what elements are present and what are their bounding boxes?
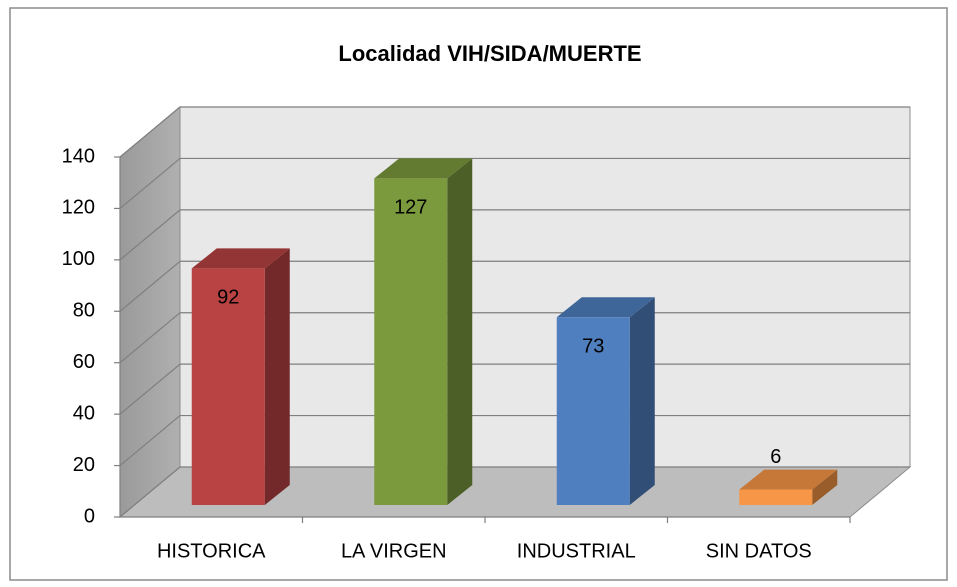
y-tick-label: 0 bbox=[84, 505, 95, 527]
bar-top bbox=[556, 297, 655, 318]
y-tick-label: 140 bbox=[62, 145, 95, 167]
bar-top bbox=[374, 158, 473, 179]
data-label: 6 bbox=[770, 446, 781, 468]
data-label: 92 bbox=[217, 287, 239, 309]
x-tick-label: SIN DATOS bbox=[706, 540, 812, 562]
grid-line bbox=[119, 363, 181, 415]
y-tick-label: 120 bbox=[62, 197, 95, 219]
data-label: 127 bbox=[394, 197, 427, 219]
data-label: 73 bbox=[582, 336, 604, 358]
y-tick-label: 80 bbox=[73, 300, 95, 322]
bar-side bbox=[629, 297, 655, 505]
bar-side bbox=[812, 469, 838, 505]
bar-top bbox=[191, 248, 290, 269]
x-tick-label: INDUSTRIAL bbox=[517, 540, 636, 562]
grid-line bbox=[119, 415, 181, 467]
bar-side bbox=[264, 248, 290, 505]
bar bbox=[374, 178, 448, 505]
bar-side bbox=[447, 158, 473, 505]
walls bbox=[118, 105, 912, 519]
y-tick-label: 20 bbox=[73, 454, 95, 476]
side-wall bbox=[119, 105, 181, 519]
x-tick-label: HISTORICA bbox=[157, 540, 266, 562]
bar bbox=[191, 268, 265, 505]
grid-line bbox=[119, 209, 181, 261]
grid-line bbox=[119, 157, 181, 209]
chart-title: Localidad VIH/SIDA/MUERTE bbox=[338, 41, 641, 66]
grid-line bbox=[119, 260, 181, 312]
y-tick-label: 100 bbox=[62, 248, 95, 270]
grid-line bbox=[119, 466, 181, 518]
bar bbox=[556, 317, 630, 505]
bar-top bbox=[739, 469, 838, 490]
grid-line bbox=[119, 106, 181, 158]
y-tick-label: 60 bbox=[73, 351, 95, 373]
bar bbox=[739, 489, 813, 505]
y-tick-label: 40 bbox=[73, 402, 95, 424]
grid-line bbox=[119, 312, 181, 364]
x-tick-label: LA VIRGEN bbox=[341, 540, 447, 562]
